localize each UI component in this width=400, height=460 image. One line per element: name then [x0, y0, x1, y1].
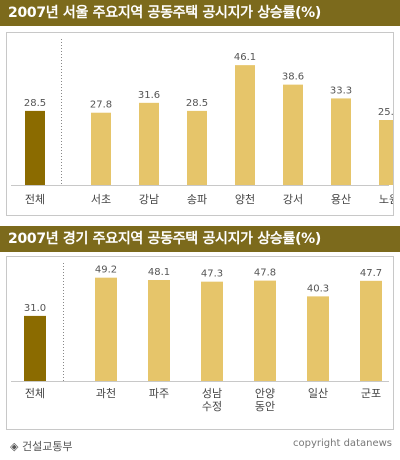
seoul-category-label: 강서 — [283, 193, 303, 206]
gyeonggi-chart-title: 2007년 경기 주요지역 공동주택 공시지가 상승률(%) — [0, 226, 400, 252]
seoul-value-label: 28.5 — [186, 98, 208, 109]
seoul-category-label: 전체 — [25, 193, 45, 206]
seoul-bar — [187, 110, 207, 185]
gyeonggi-value-label: 49.2 — [95, 265, 117, 276]
gyeonggi-bar — [95, 277, 117, 381]
gyeonggi-bar — [201, 281, 223, 381]
seoul-category-label: 노원 — [379, 193, 393, 206]
gyeonggi-category-label: 일산 — [308, 386, 328, 400]
gyeonggi-value-label: 47.7 — [360, 268, 382, 279]
gyeonggi-category-label: 수정 — [202, 400, 222, 413]
gyeonggi-value-label: 47.8 — [254, 268, 276, 279]
seoul-chart-title: 2007년 서울 주요지역 공동주택 공시지가 상승률(%) — [0, 0, 400, 26]
gyeonggi-category-label: 전체 — [25, 387, 45, 400]
gyeonggi-bar — [360, 280, 382, 381]
gyeonggi-category-label: 성남 — [202, 387, 222, 400]
seoul-chart: 28.5 전체 27.8 서초 31.6 강남 28.5 송파 46.1 양천 38.6 강서 33.3… — [6, 32, 394, 216]
copyright-label: copyright datanews — [293, 438, 392, 449]
seoul-bar — [379, 120, 393, 185]
seoul-bar — [283, 84, 303, 185]
seoul-value-label: 31.6 — [138, 90, 160, 101]
gyeonggi-category-label: 파주 — [149, 387, 169, 400]
seoul-bar — [91, 112, 111, 185]
seoul-chart-svg: 28.5 전체 27.8 서초 31.6 강남 28.5 송파 46.1 양천 38.6 강서 33.3… — [11, 39, 393, 206]
seoul-bar — [331, 98, 351, 185]
gyeonggi-bar — [307, 296, 329, 381]
gyeonggi-bar — [254, 280, 276, 381]
seoul-category-label: 양천 — [235, 192, 255, 206]
gyeonggi-category-label: 안양 — [255, 387, 275, 400]
seoul-category-label: 서초 — [91, 193, 111, 206]
seoul-value-label: 46.1 — [234, 52, 256, 63]
gyeonggi-value-label: 47.3 — [201, 269, 223, 280]
gyeonggi-category-label: 군포 — [361, 387, 381, 400]
gyeonggi-category-label: 과천 — [96, 386, 116, 400]
seoul-category-label: 용산 — [331, 193, 351, 206]
seoul-category-label: 송파 — [187, 193, 207, 206]
seoul-value-label: 28.5 — [24, 98, 46, 109]
seoul-value-label: 27.8 — [90, 100, 112, 111]
seoul-value-label: 33.3 — [330, 85, 352, 96]
gyeonggi-chart: 31.0 전체 49.2 과천 48.1 파주 47.3 성남 수정 47.8 안양 동안 40.3 일산… — [6, 256, 394, 430]
gyeonggi-bar — [24, 315, 46, 381]
gyeonggi-bar — [148, 279, 170, 381]
gyeonggi-value-label: 40.3 — [307, 283, 329, 294]
gyeonggi-value-label: 31.0 — [24, 303, 46, 314]
gyeonggi-value-label: 48.1 — [148, 267, 170, 278]
seoul-bar — [25, 110, 45, 185]
seoul-bar — [235, 65, 255, 185]
gyeonggi-category-label: 동안 — [255, 400, 275, 413]
seoul-value-label: 38.6 — [282, 72, 304, 83]
seoul-category-label: 강남 — [139, 193, 159, 206]
seoul-bar — [139, 102, 159, 185]
source-label: ◈ 건설교통부 — [10, 440, 73, 453]
seoul-value-label: 25.0 — [378, 107, 393, 118]
